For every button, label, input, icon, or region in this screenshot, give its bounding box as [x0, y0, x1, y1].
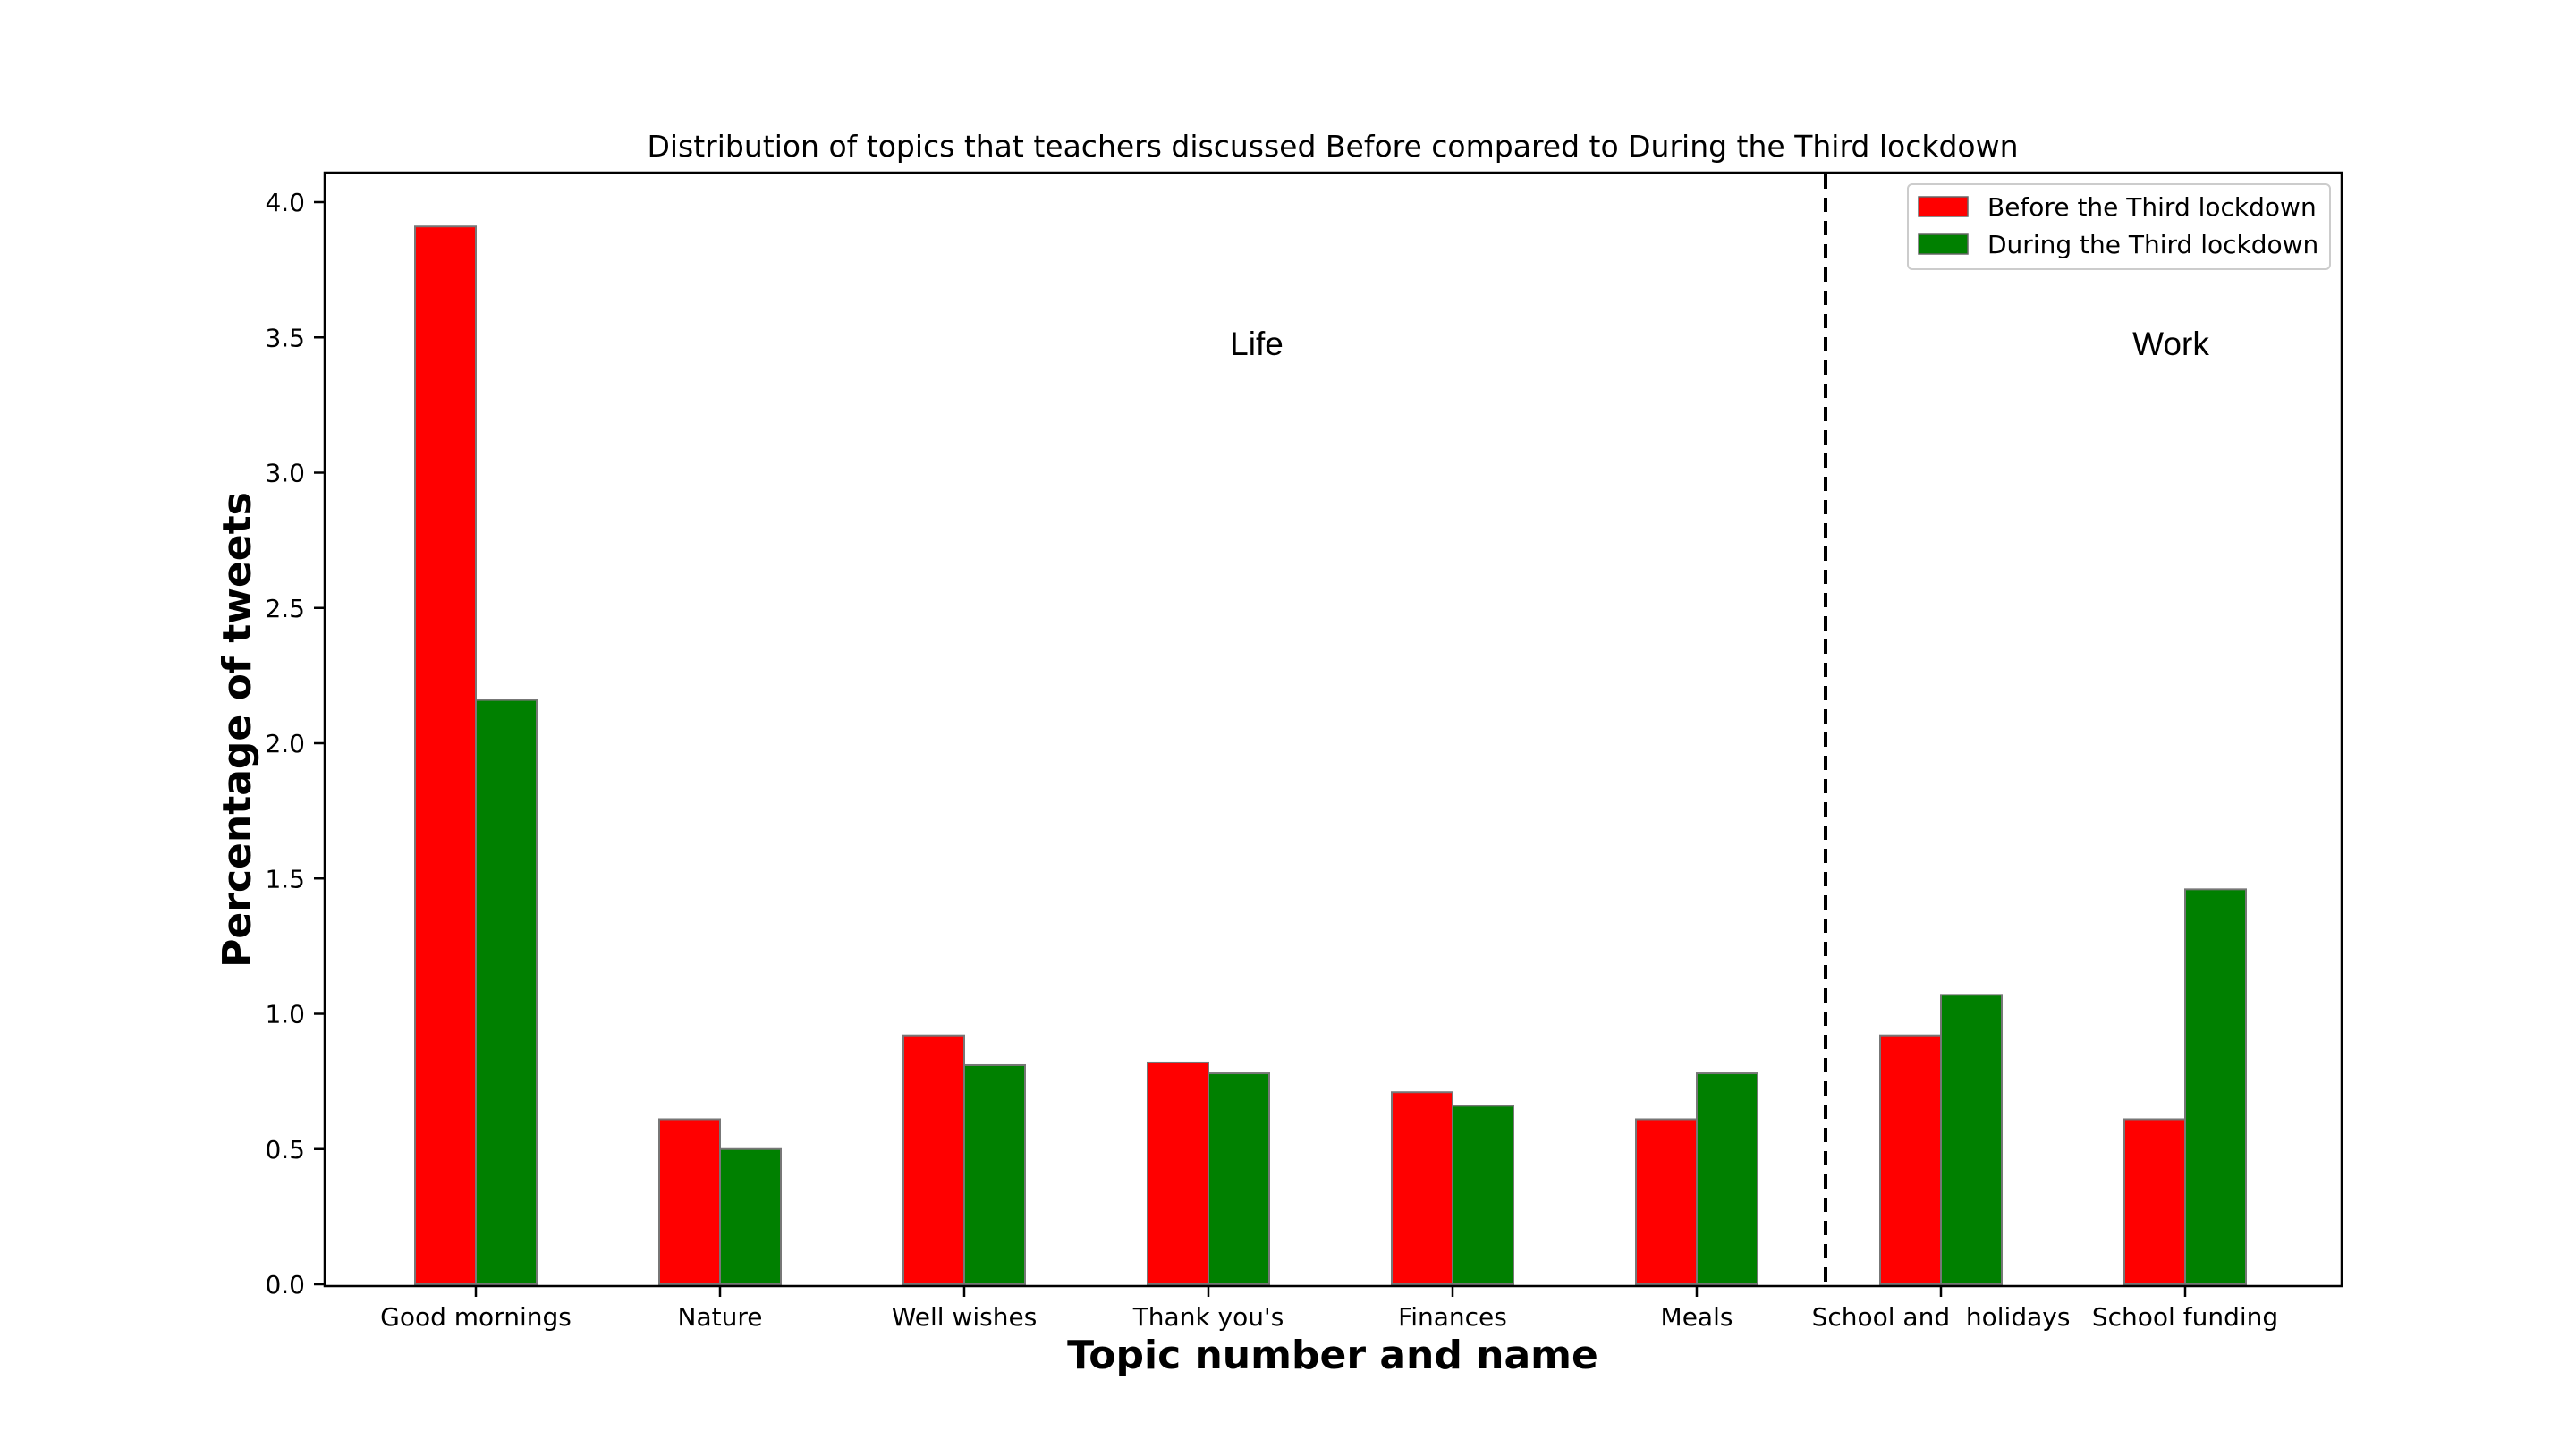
region-label-work: Work: [2132, 326, 2209, 362]
bar-during-2: [963, 1063, 1026, 1285]
bar-before-6: [1879, 1034, 1942, 1285]
plot-frame: [323, 171, 2343, 1288]
legend-label-before: Before the Third lockdown: [1987, 192, 2317, 222]
x-tick-label-1: Nature: [678, 1302, 763, 1332]
y-tick-label-7: 3.5: [265, 323, 305, 352]
bar-before-7: [2123, 1118, 2186, 1285]
x-tick-label-4: Finances: [1398, 1302, 1507, 1332]
bar-before-1: [658, 1118, 721, 1285]
bar-during-7: [2184, 888, 2247, 1285]
chart-title: Distribution of topics that teachers dis…: [647, 129, 2018, 164]
y-tick-label-8: 4.0: [265, 188, 305, 217]
x-axis: Good mornings Nature Well wishes Thank you'…: [380, 1286, 2278, 1332]
bars-layer: [414, 225, 2247, 1286]
x-tick-label-2: Well wishes: [892, 1302, 1038, 1332]
x-tick-label-0: Good mornings: [380, 1302, 572, 1332]
bar-during-4: [1452, 1105, 1514, 1285]
legend-swatch-during: [1918, 233, 1969, 255]
bar-before-5: [1635, 1118, 1698, 1285]
legend-swatch-before: [1918, 196, 1969, 217]
bar-before-3: [1147, 1061, 1209, 1285]
y-tick-label-2: 1.0: [265, 1000, 305, 1029]
region-label-life: Life: [1230, 326, 1284, 362]
y-tick-label-5: 2.5: [265, 594, 305, 623]
bar-during-1: [719, 1147, 782, 1285]
bar-during-0: [475, 699, 538, 1285]
bar-before-2: [902, 1034, 965, 1285]
legend: Before the Third lockdown During the Thi…: [1907, 183, 2331, 270]
bar-during-5: [1696, 1072, 1758, 1286]
x-tick-label-3: Thank you's: [1132, 1302, 1284, 1332]
y-tick-label-1: 0.5: [265, 1135, 305, 1164]
y-tick-label-4: 2.0: [265, 729, 305, 758]
y-tick-label-3: 1.5: [265, 864, 305, 893]
y-axis-label: Percentage of tweets: [215, 492, 260, 968]
bar-before-4: [1391, 1091, 1453, 1285]
x-tick-label-7: School funding: [2092, 1302, 2278, 1332]
bar-before-0: [414, 225, 477, 1286]
y-axis: 0.0 0.5 1.0 1.5 2.0 2.5 3.0 3.5 4.0: [265, 188, 325, 1300]
x-tick-label-6: School and holidays: [1812, 1302, 2071, 1332]
y-tick-label-0: 0.0: [265, 1270, 305, 1300]
legend-label-during: During the Third lockdown: [1987, 230, 2318, 259]
x-tick-label-5: Meals: [1661, 1302, 1733, 1332]
bar-during-6: [1940, 994, 2003, 1285]
bar-during-3: [1208, 1072, 1270, 1286]
y-tick-label-6: 3.0: [265, 459, 305, 488]
x-axis-label: Topic number and name: [1067, 1333, 1598, 1378]
legend-box: [1907, 183, 2331, 270]
